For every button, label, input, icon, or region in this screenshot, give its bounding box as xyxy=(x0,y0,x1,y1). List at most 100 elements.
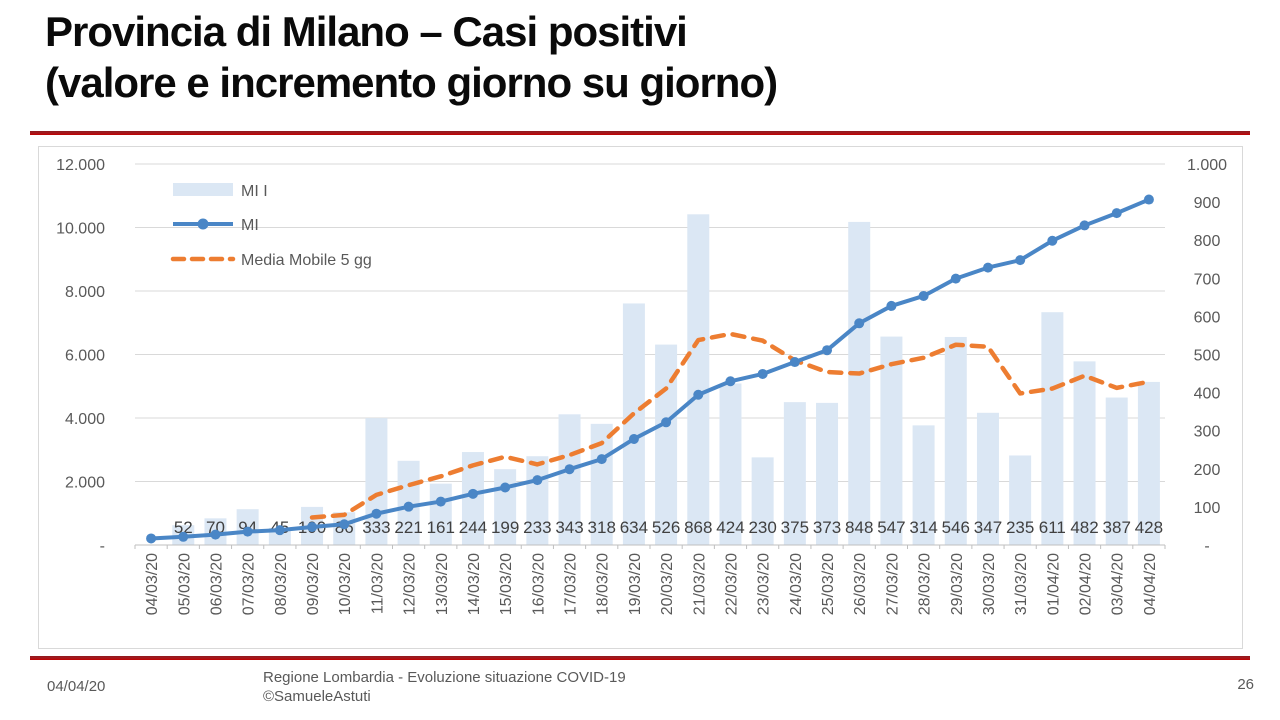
date-label: 03/04/20 xyxy=(1110,553,1127,615)
date-label: 21/03/20 xyxy=(691,553,708,615)
right-axis-tick: 800 xyxy=(1194,233,1221,250)
bar xyxy=(622,303,645,545)
date-label: 08/03/20 xyxy=(273,553,290,615)
date-label: 18/03/20 xyxy=(595,553,612,615)
left-axis-tick: 8.000 xyxy=(65,284,105,301)
bar-value-label: 244 xyxy=(459,518,487,537)
bar xyxy=(1009,455,1032,545)
chart-canvas: 5270944510086333221161244199233343318634… xyxy=(56,157,1227,615)
bar-value-label: 868 xyxy=(684,518,712,537)
mi-data-point xyxy=(242,526,253,537)
date-label: 10/03/20 xyxy=(337,553,354,615)
date-label: 02/04/20 xyxy=(1078,553,1095,615)
bar xyxy=(558,414,581,545)
bars-series-mi-i xyxy=(172,214,1160,546)
bar-value-label: 235 xyxy=(1006,518,1034,537)
bar-value-label: 233 xyxy=(523,518,551,537)
date-label: 23/03/20 xyxy=(756,553,773,615)
mi-data-point xyxy=(1047,235,1058,246)
slide-title-line1: Provincia di Milano – Casi positivi xyxy=(45,8,688,55)
right-axis-tick: 600 xyxy=(1194,309,1221,326)
legend-label-media-mobile: Media Mobile 5 gg xyxy=(241,252,372,269)
bar-value-label: 428 xyxy=(1135,518,1163,537)
mi-data-point xyxy=(435,496,446,507)
left-axis-tick: 4.000 xyxy=(65,411,105,428)
date-label: 28/03/20 xyxy=(917,553,934,615)
right-axis-tick: 500 xyxy=(1194,348,1221,365)
bar-value-label: 230 xyxy=(748,518,776,537)
bar xyxy=(816,402,839,545)
date-label: 09/03/20 xyxy=(305,553,322,615)
date-label: 29/03/20 xyxy=(949,553,966,615)
slide-title-line2: (valore e incremento giorno su giorno) xyxy=(45,59,778,106)
bar xyxy=(848,221,871,546)
mi-data-point xyxy=(307,521,318,532)
bar xyxy=(944,336,967,545)
date-label: 01/04/20 xyxy=(1045,553,1062,615)
bar-value-label: 52 xyxy=(174,518,193,537)
date-label: 04/04/20 xyxy=(1142,553,1159,615)
date-label: 05/03/20 xyxy=(176,553,193,615)
left-axis-tick: 12.000 xyxy=(56,157,105,174)
mi-data-point xyxy=(467,488,478,499)
mi-data-point xyxy=(1079,220,1090,231)
bar-value-label: 848 xyxy=(845,518,873,537)
mi-data-point xyxy=(628,433,639,444)
footer: 04/04/20 Regione Lombardia - Evoluzione … xyxy=(0,664,1280,720)
date-label: 16/03/20 xyxy=(530,553,547,615)
date-label: 06/03/20 xyxy=(208,553,225,615)
mi-data-point xyxy=(982,262,993,273)
bar-value-label: 482 xyxy=(1070,518,1098,537)
date-label: 15/03/20 xyxy=(498,553,515,615)
mi-data-point xyxy=(1111,208,1122,219)
date-label: 12/03/20 xyxy=(402,553,419,615)
mi-line xyxy=(146,194,1154,544)
bar-value-label: 314 xyxy=(909,518,937,537)
date-label: 24/03/20 xyxy=(788,553,805,615)
bar-value-label: 424 xyxy=(716,518,744,537)
right-axis-tick: 700 xyxy=(1194,271,1221,288)
bar-value-label: 199 xyxy=(491,518,519,537)
legend-label-mi-i: MI I xyxy=(241,183,268,200)
legend-swatch-marker xyxy=(197,218,209,230)
mi-data-point xyxy=(596,454,607,465)
mi-data-point xyxy=(725,376,736,387)
mi-data-point xyxy=(661,417,672,428)
legend-label-mi: MI xyxy=(241,217,259,234)
bar-value-label: 375 xyxy=(781,518,809,537)
bar xyxy=(1073,361,1096,545)
gridlines xyxy=(135,163,1165,482)
bar xyxy=(687,214,710,545)
mi-data-point xyxy=(918,290,929,301)
right-axis-tick: 200 xyxy=(1194,462,1221,479)
x-axis xyxy=(134,544,1166,549)
right-axis-tick: 1.000 xyxy=(1187,157,1227,174)
mi-data-point xyxy=(371,508,382,519)
mi-data-point xyxy=(693,389,704,400)
date-label: 22/03/20 xyxy=(723,553,740,615)
date-label: 14/03/20 xyxy=(466,553,483,615)
mi-data-point xyxy=(403,501,414,512)
mi-data-point xyxy=(178,531,189,542)
bar-value-label: 387 xyxy=(1103,518,1131,537)
bar xyxy=(976,412,999,545)
right-axis-tick: - xyxy=(1204,538,1209,555)
left-axis-labels: - 2.000 4.000 6.000 8.000 10.000 12.000 xyxy=(56,157,105,555)
bar xyxy=(783,402,806,545)
date-label: 11/03/20 xyxy=(369,553,386,614)
mi-data-point xyxy=(950,273,961,284)
mi-data-point xyxy=(146,533,157,544)
date-label: 07/03/20 xyxy=(241,553,258,615)
bar xyxy=(1137,381,1160,545)
mi-data-point xyxy=(564,464,575,475)
mi-data-point xyxy=(1015,255,1026,266)
footer-credit-line2: ©SamueleAstuti xyxy=(263,688,371,705)
mi-data-point xyxy=(854,318,865,329)
date-labels: 04/03/20 05/03/20 06/03/20 07/03/20 08/03/20… xyxy=(144,553,1159,615)
bar xyxy=(880,336,903,545)
title-divider-line xyxy=(30,131,1250,135)
right-axis-tick: 900 xyxy=(1194,195,1221,212)
mi-data-point xyxy=(789,357,800,368)
bar-value-label: 161 xyxy=(427,518,455,537)
mi-data-point xyxy=(500,482,511,493)
